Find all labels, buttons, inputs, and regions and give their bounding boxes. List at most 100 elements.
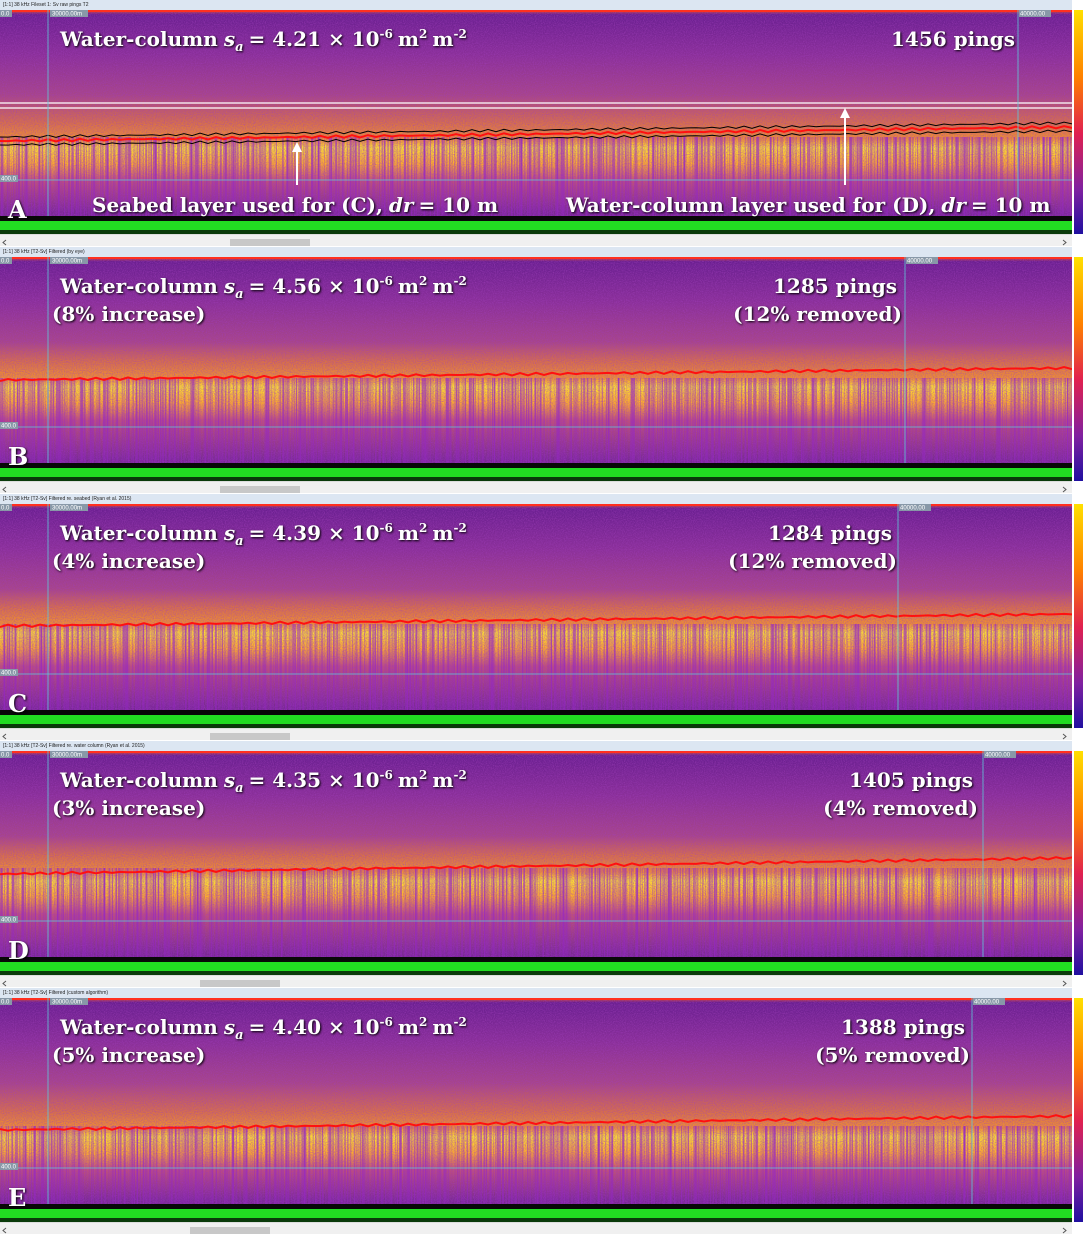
pings-removed: (4% removed) xyxy=(823,796,978,820)
echo-streaks xyxy=(0,378,1072,463)
scroll-thumb[interactable] xyxy=(190,1227,270,1234)
color-scale xyxy=(1074,751,1083,975)
panel-letter: D xyxy=(8,936,29,965)
bottom-black xyxy=(0,463,1072,468)
text-part: a xyxy=(235,287,243,302)
text-part: -2 xyxy=(454,521,467,535)
text-part: = 10 m xyxy=(418,193,498,217)
scroll-right[interactable] xyxy=(1062,1227,1067,1234)
surface-line xyxy=(0,998,1072,1000)
sa-change: (5% increase) xyxy=(52,1043,205,1067)
text-part: = 4.39 × 10 xyxy=(249,521,380,545)
pings-removed: (12% removed) xyxy=(733,302,902,326)
label-bg xyxy=(0,504,12,511)
window-title: [1:1] 38 kHz [T2-Sv] Filtered re. water … xyxy=(0,741,1072,751)
label-bg xyxy=(50,10,88,17)
text-part: = 4.21 × 10 xyxy=(249,27,380,51)
bottom-black xyxy=(0,957,1072,962)
bottom-black xyxy=(0,710,1072,715)
text-part: Water-column xyxy=(59,521,218,545)
scroll-left[interactable] xyxy=(2,486,7,493)
text-part: Water-column xyxy=(59,274,218,298)
distance-label: 30000.00m xyxy=(52,506,82,512)
depth-label: 400.0 xyxy=(1,177,17,183)
surface-line xyxy=(0,751,1072,753)
label-bg xyxy=(50,751,88,758)
distance-label: 30000.00m xyxy=(52,1000,82,1006)
window-title: [1:1] 38 kHz Fileset 1: Sv raw pings T2 xyxy=(0,0,1072,10)
depth-label: 400.0 xyxy=(1,1165,17,1171)
label-bg xyxy=(0,257,12,264)
scrollbar-graphics xyxy=(2,239,1067,246)
scrollbar-graphics xyxy=(2,486,1067,493)
scroll-right[interactable] xyxy=(1062,239,1067,246)
text-part: a xyxy=(235,40,243,55)
scroll-thumb[interactable] xyxy=(220,486,300,493)
scroll-left[interactable] xyxy=(2,733,7,740)
text-part: Seabed layer used for (C), xyxy=(92,193,383,217)
label-bg xyxy=(906,257,938,264)
ping-count: 1388 pings xyxy=(841,1015,965,1039)
scrollbar[interactable] xyxy=(0,728,1072,740)
scroll-right[interactable] xyxy=(1062,486,1067,493)
window-title: [1:1] 38 kHz [T2-Sv] Filtered (by eye) xyxy=(0,247,1072,257)
bottom-edge xyxy=(0,971,1072,975)
bottom-black xyxy=(0,1204,1072,1209)
text-part: m xyxy=(398,521,419,545)
echogram-panel: [1:1] 38 kHz [T2-Sv] Filtered re. water … xyxy=(0,741,1083,987)
depth-label: 400.0 xyxy=(1,671,17,677)
text-part: m xyxy=(398,274,419,298)
scroll-left[interactable] xyxy=(2,239,7,246)
echo-streaks xyxy=(0,1126,1072,1204)
scroll-right[interactable] xyxy=(1062,733,1067,740)
scrollbar[interactable] xyxy=(0,234,1072,246)
text-part: -6 xyxy=(380,274,393,288)
text-part: -6 xyxy=(380,1015,393,1029)
scroll-left[interactable] xyxy=(2,980,7,987)
text-part: a xyxy=(235,534,243,549)
annotation-arrowhead xyxy=(292,142,302,152)
label-bg xyxy=(0,422,18,429)
text-part: = 10 m xyxy=(971,193,1051,217)
text-part: -2 xyxy=(454,274,467,288)
label-bg xyxy=(899,504,931,511)
seabed-line xyxy=(0,856,1072,876)
sa-text: Water-column sa = 4.21 × 10-6 m2 m-2 xyxy=(59,27,467,55)
sa-change: (8% increase) xyxy=(52,302,205,326)
text-part: m xyxy=(398,1015,419,1039)
scroll-right[interactable] xyxy=(1062,980,1067,987)
text-part: = 4.56 × 10 xyxy=(249,274,380,298)
sa-text: Water-column sa = 4.35 × 10-6 m2 m-2 xyxy=(59,768,467,796)
distance-label: 30000.00m xyxy=(52,12,82,18)
text-part: m xyxy=(398,768,419,792)
ping-count: 1405 pings xyxy=(849,768,973,792)
scrollbar[interactable] xyxy=(0,481,1072,493)
text-part: -6 xyxy=(380,768,393,782)
scroll-thumb[interactable] xyxy=(200,980,280,987)
text-part: a xyxy=(235,781,243,796)
scroll-thumb[interactable] xyxy=(230,239,310,246)
bottom-edge xyxy=(0,1218,1072,1222)
text-part: = 4.40 × 10 xyxy=(249,1015,380,1039)
bottom-edge xyxy=(0,724,1072,728)
text-part: -2 xyxy=(454,27,467,41)
scroll-thumb[interactable] xyxy=(210,733,290,740)
label-bg xyxy=(0,10,12,17)
text-part: 2 xyxy=(419,274,427,288)
label-bg xyxy=(0,175,18,182)
scrollbar[interactable] xyxy=(0,1222,1072,1234)
surface-line xyxy=(0,504,1072,506)
distance-label: 40000.00 xyxy=(1020,12,1046,18)
scrollbar-graphics xyxy=(2,733,1067,740)
label-bg xyxy=(0,751,12,758)
text-part: = 4.35 × 10 xyxy=(249,768,380,792)
echogram: 0.0 400.0 30000.00m 40000.00 Water-column sa =… xyxy=(0,10,1072,234)
sa-change: (4% increase) xyxy=(52,549,205,573)
scrollbar[interactable] xyxy=(0,975,1072,987)
scroll-left[interactable] xyxy=(2,1227,7,1234)
surface-line xyxy=(0,257,1072,259)
text-part: 2 xyxy=(419,27,427,41)
seabed-line xyxy=(0,1113,1072,1132)
color-scale xyxy=(1074,504,1083,728)
echogram-panel: [1:1] 38 kHz [T2-Sv] Filtered (custom al… xyxy=(0,988,1083,1234)
